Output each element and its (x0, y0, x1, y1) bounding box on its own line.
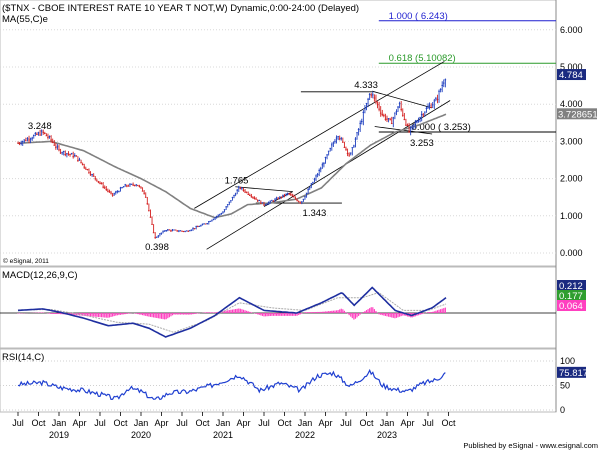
price-annotation: 4.333 (354, 80, 378, 91)
x-month-label: Jan (134, 418, 149, 428)
x-month-label: Apr (236, 418, 250, 428)
rsi-title: RSI(14,C) (2, 352, 44, 363)
x-month-label: Jul (422, 418, 434, 428)
last-price-tag-bg (557, 69, 586, 81)
x-year-label: 2021 (213, 430, 233, 440)
x-month-label: Jul (176, 418, 188, 428)
x-month-label: Jan (52, 418, 67, 428)
ma-value-tag: 3.728651 (558, 109, 598, 120)
x-month-label: Oct (31, 418, 46, 428)
x-month-label: Jul (258, 418, 270, 428)
x-month-label: Jul (12, 418, 24, 428)
price-panel (0, 0, 557, 267)
trendline (235, 186, 293, 193)
x-year-label: 2023 (377, 430, 397, 440)
x-year-label: 2019 (49, 430, 69, 440)
trendline (372, 90, 433, 109)
price-tick-label: 6.000 (560, 25, 583, 35)
fib-level-label: 0.000 ( 3.253) (412, 122, 471, 133)
rsi-tick-label: 0 (560, 405, 565, 415)
last-price-tag: 4.784 (559, 70, 583, 81)
x-month-label: Oct (113, 418, 128, 428)
price-annotation: 0.398 (145, 242, 169, 253)
x-month-label: Oct (441, 418, 456, 428)
x-year-label: 2022 (295, 430, 315, 440)
price-tick-label: 0.000 (560, 248, 583, 258)
price-annotation: 1.765 (225, 175, 249, 186)
rsi-line (17, 368, 446, 401)
price-annotation: 1.343 (303, 208, 327, 219)
x-month-label: Jan (298, 418, 313, 428)
chart-title: ($TNX - CBOE INTEREST RATE 10 YEAR T NOT… (2, 3, 359, 14)
price-tick-label: 3.000 (560, 136, 583, 146)
macd-line (17, 286, 447, 338)
macd-signal-line (18, 292, 447, 333)
ma-legend: MA(55,C)e (2, 14, 48, 25)
x-month-label: Oct (359, 418, 374, 428)
histogram-value-tag-bg (557, 300, 586, 311)
x-year-label: 2020 (131, 430, 151, 440)
x-month-label: Apr (72, 418, 86, 428)
x-month-label: Jan (380, 418, 395, 428)
price-tick-label: 5.000 (560, 62, 583, 72)
macd-value-tag-bg (557, 280, 586, 291)
x-month-label: Jul (94, 418, 106, 428)
trendline (206, 100, 451, 250)
price-annotation: 3.248 (28, 121, 52, 132)
price-tick-label: 2.000 (560, 174, 583, 184)
x-month-label: Oct (277, 418, 292, 428)
ma-value-tag-bg (557, 108, 597, 120)
fib-level-label: 0.618 (5.10082) (389, 53, 456, 64)
rsi-value-tag: 75.817 (559, 368, 588, 379)
x-month-label: Jan (216, 418, 231, 428)
x-month-label: Oct (195, 418, 210, 428)
footer-text: Published by eSignal - www.esignal.com (463, 441, 598, 450)
signal-value-tag: 0.177 (559, 291, 583, 302)
macd-panel (0, 266, 557, 349)
fib-level-label: 1.000 ( 6.243) (389, 11, 448, 22)
ma-line (17, 113, 447, 219)
trendline (194, 61, 445, 209)
x-month-label: Jul (340, 418, 352, 428)
price-tick-label: 4.000 (560, 99, 583, 109)
macd-value-tag: 0.212 (559, 281, 583, 292)
price-tick-label: 1.000 (560, 211, 583, 221)
x-month-label: Apr (318, 418, 332, 428)
x-month-label: Apr (154, 418, 168, 428)
rsi-tick-label: 100 (560, 356, 575, 366)
rsi-tick-label: 50 (560, 381, 570, 391)
signal-value-tag-bg (557, 290, 586, 301)
x-month-label: Apr (400, 418, 414, 428)
price-annotation: 3.253 (410, 138, 434, 149)
macd-title: MACD(12,26,9,C) (2, 270, 78, 281)
rsi-value-tag-bg (557, 366, 586, 378)
copyright-text: © eSignal, 2011 (3, 257, 49, 265)
rsi-panel (0, 348, 557, 413)
histogram-value-tag: 0.064 (559, 301, 583, 312)
